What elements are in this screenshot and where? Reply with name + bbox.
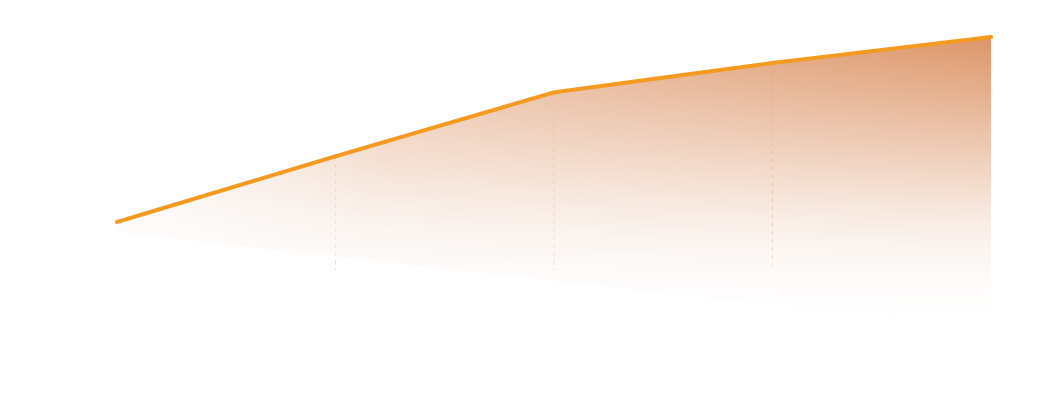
area-fill: [117, 37, 991, 330]
area-fade: [117, 37, 991, 330]
data-point-4: [770, 60, 775, 65]
data-point-3: [552, 90, 556, 95]
data-point-5: [989, 35, 993, 39]
data-point-2: [333, 154, 338, 159]
data-point-1: [115, 220, 119, 224]
data-points: [115, 35, 993, 224]
